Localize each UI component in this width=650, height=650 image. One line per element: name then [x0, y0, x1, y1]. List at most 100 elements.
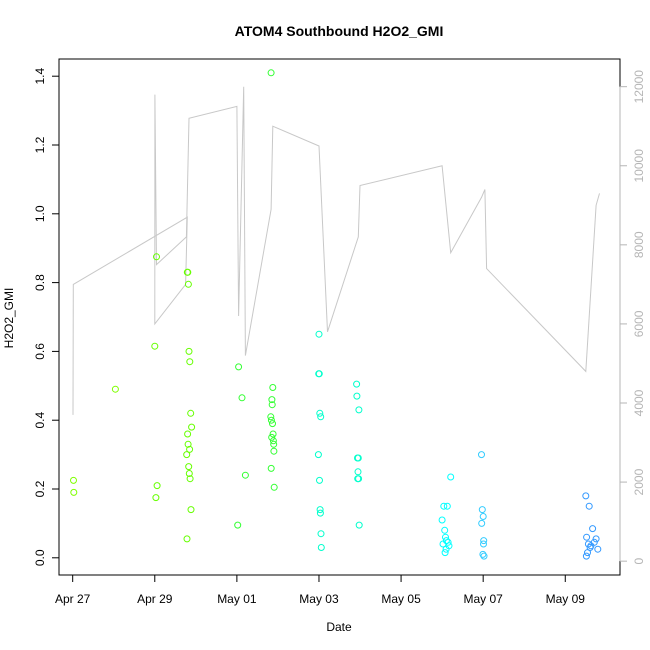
- data-point: [186, 445, 194, 453]
- data-point: [354, 468, 362, 476]
- data-point: [187, 506, 195, 514]
- data-point: [183, 451, 191, 459]
- data-point: [269, 430, 277, 438]
- data-point: [267, 69, 275, 77]
- data-point: [185, 463, 193, 471]
- y2-tick-label: 6000: [632, 310, 646, 337]
- data-point: [268, 396, 276, 404]
- points-layer: [70, 69, 602, 560]
- data-point: [184, 440, 192, 448]
- data-point: [582, 552, 590, 560]
- y2-tick-label: 2000: [632, 468, 646, 495]
- data-point: [270, 483, 278, 491]
- data-point: [153, 253, 160, 261]
- data-point: [478, 506, 486, 514]
- y-tick-label: 0.0: [33, 549, 47, 566]
- data-point: [584, 549, 591, 557]
- data-point: [269, 420, 276, 428]
- data-point: [354, 454, 362, 462]
- data-point: [441, 549, 449, 557]
- data-point: [186, 475, 194, 483]
- data-point: [241, 471, 249, 479]
- x-tick-label: May 07: [463, 592, 503, 606]
- data-point: [184, 430, 192, 438]
- data-point: [185, 347, 193, 355]
- data-point: [70, 476, 77, 484]
- y2-tick-label: 4000: [632, 389, 646, 416]
- data-point: [186, 358, 194, 366]
- data-point: [315, 330, 323, 338]
- plot-frame: [58, 58, 621, 576]
- data-point: [187, 409, 195, 417]
- data-point: [440, 502, 448, 510]
- data-point: [479, 550, 487, 558]
- data-point: [480, 552, 488, 560]
- y2-tick-label: 8000: [632, 231, 646, 258]
- y-tick-label: 1.0: [33, 205, 47, 222]
- data-point: [447, 473, 455, 481]
- chart-title: ATOM4 Southbound H2O2_GMI: [235, 23, 444, 39]
- data-point: [316, 506, 324, 514]
- data-point: [355, 475, 363, 483]
- x-axis-label: Date: [326, 620, 352, 634]
- data-point: [592, 535, 600, 543]
- data-point: [443, 502, 451, 510]
- y2-tick-label: 10000: [632, 149, 646, 183]
- data-point: [314, 451, 322, 459]
- data-point: [268, 401, 276, 409]
- data-point: [478, 519, 486, 527]
- y-axis-label: H2O2_GMI: [2, 288, 16, 349]
- data-point: [184, 268, 192, 276]
- data-point: [269, 384, 277, 391]
- data-point: [235, 363, 243, 371]
- data-point: [267, 464, 275, 472]
- x-axis: Apr 27 Apr 29 May 01 May 03 May 05 May 07 May …: [55, 574, 585, 606]
- data-point: [238, 394, 246, 402]
- data-point: [317, 544, 325, 551]
- data-point: [353, 392, 361, 400]
- data-point: [355, 521, 363, 529]
- data-point: [583, 533, 591, 541]
- data-point: [316, 476, 323, 484]
- y2-tick-label: 0: [632, 558, 646, 565]
- x-tick-label: Apr 29: [137, 592, 173, 606]
- x-tick-label: May 03: [299, 592, 339, 606]
- data-point: [152, 494, 160, 502]
- x-tick-label: May 05: [381, 592, 421, 606]
- data-point: [317, 413, 325, 421]
- x-tick-label: May 01: [217, 592, 257, 606]
- data-point: [267, 416, 275, 424]
- data-point: [183, 535, 191, 543]
- data-point: [185, 470, 193, 477]
- y-tick-label: 0.2: [33, 480, 47, 497]
- data-point: [184, 280, 192, 288]
- y-axis-left: 0.0 0.2 0.4 0.6 0.8 1.0 1.2 1.4: [33, 68, 60, 566]
- data-point: [582, 492, 590, 500]
- data-point: [70, 488, 78, 496]
- data-point: [268, 433, 276, 441]
- data-point: [316, 509, 324, 517]
- data-point: [269, 437, 277, 445]
- data-point: [111, 385, 119, 393]
- altitude-line: [72, 86, 600, 415]
- y-axis-right: 0 2000 4000 6000 8000 10000 12000: [619, 70, 646, 565]
- data-point: [438, 516, 446, 524]
- data-point: [316, 409, 324, 417]
- data-point: [151, 342, 159, 350]
- y-tick-label: 1.2: [33, 136, 47, 153]
- data-point: [353, 380, 361, 388]
- data-point: [478, 451, 485, 459]
- y2-tick-label: 12000: [632, 70, 646, 104]
- data-point: [188, 423, 196, 431]
- data-point: [153, 482, 161, 490]
- data-point: [442, 545, 450, 553]
- data-point: [480, 537, 488, 545]
- data-point: [317, 530, 325, 538]
- data-point: [355, 406, 363, 414]
- data-point: [315, 370, 323, 378]
- data-point: [270, 440, 278, 448]
- data-point: [267, 413, 275, 421]
- data-point: [270, 447, 278, 455]
- y-tick-label: 0.8: [33, 274, 47, 291]
